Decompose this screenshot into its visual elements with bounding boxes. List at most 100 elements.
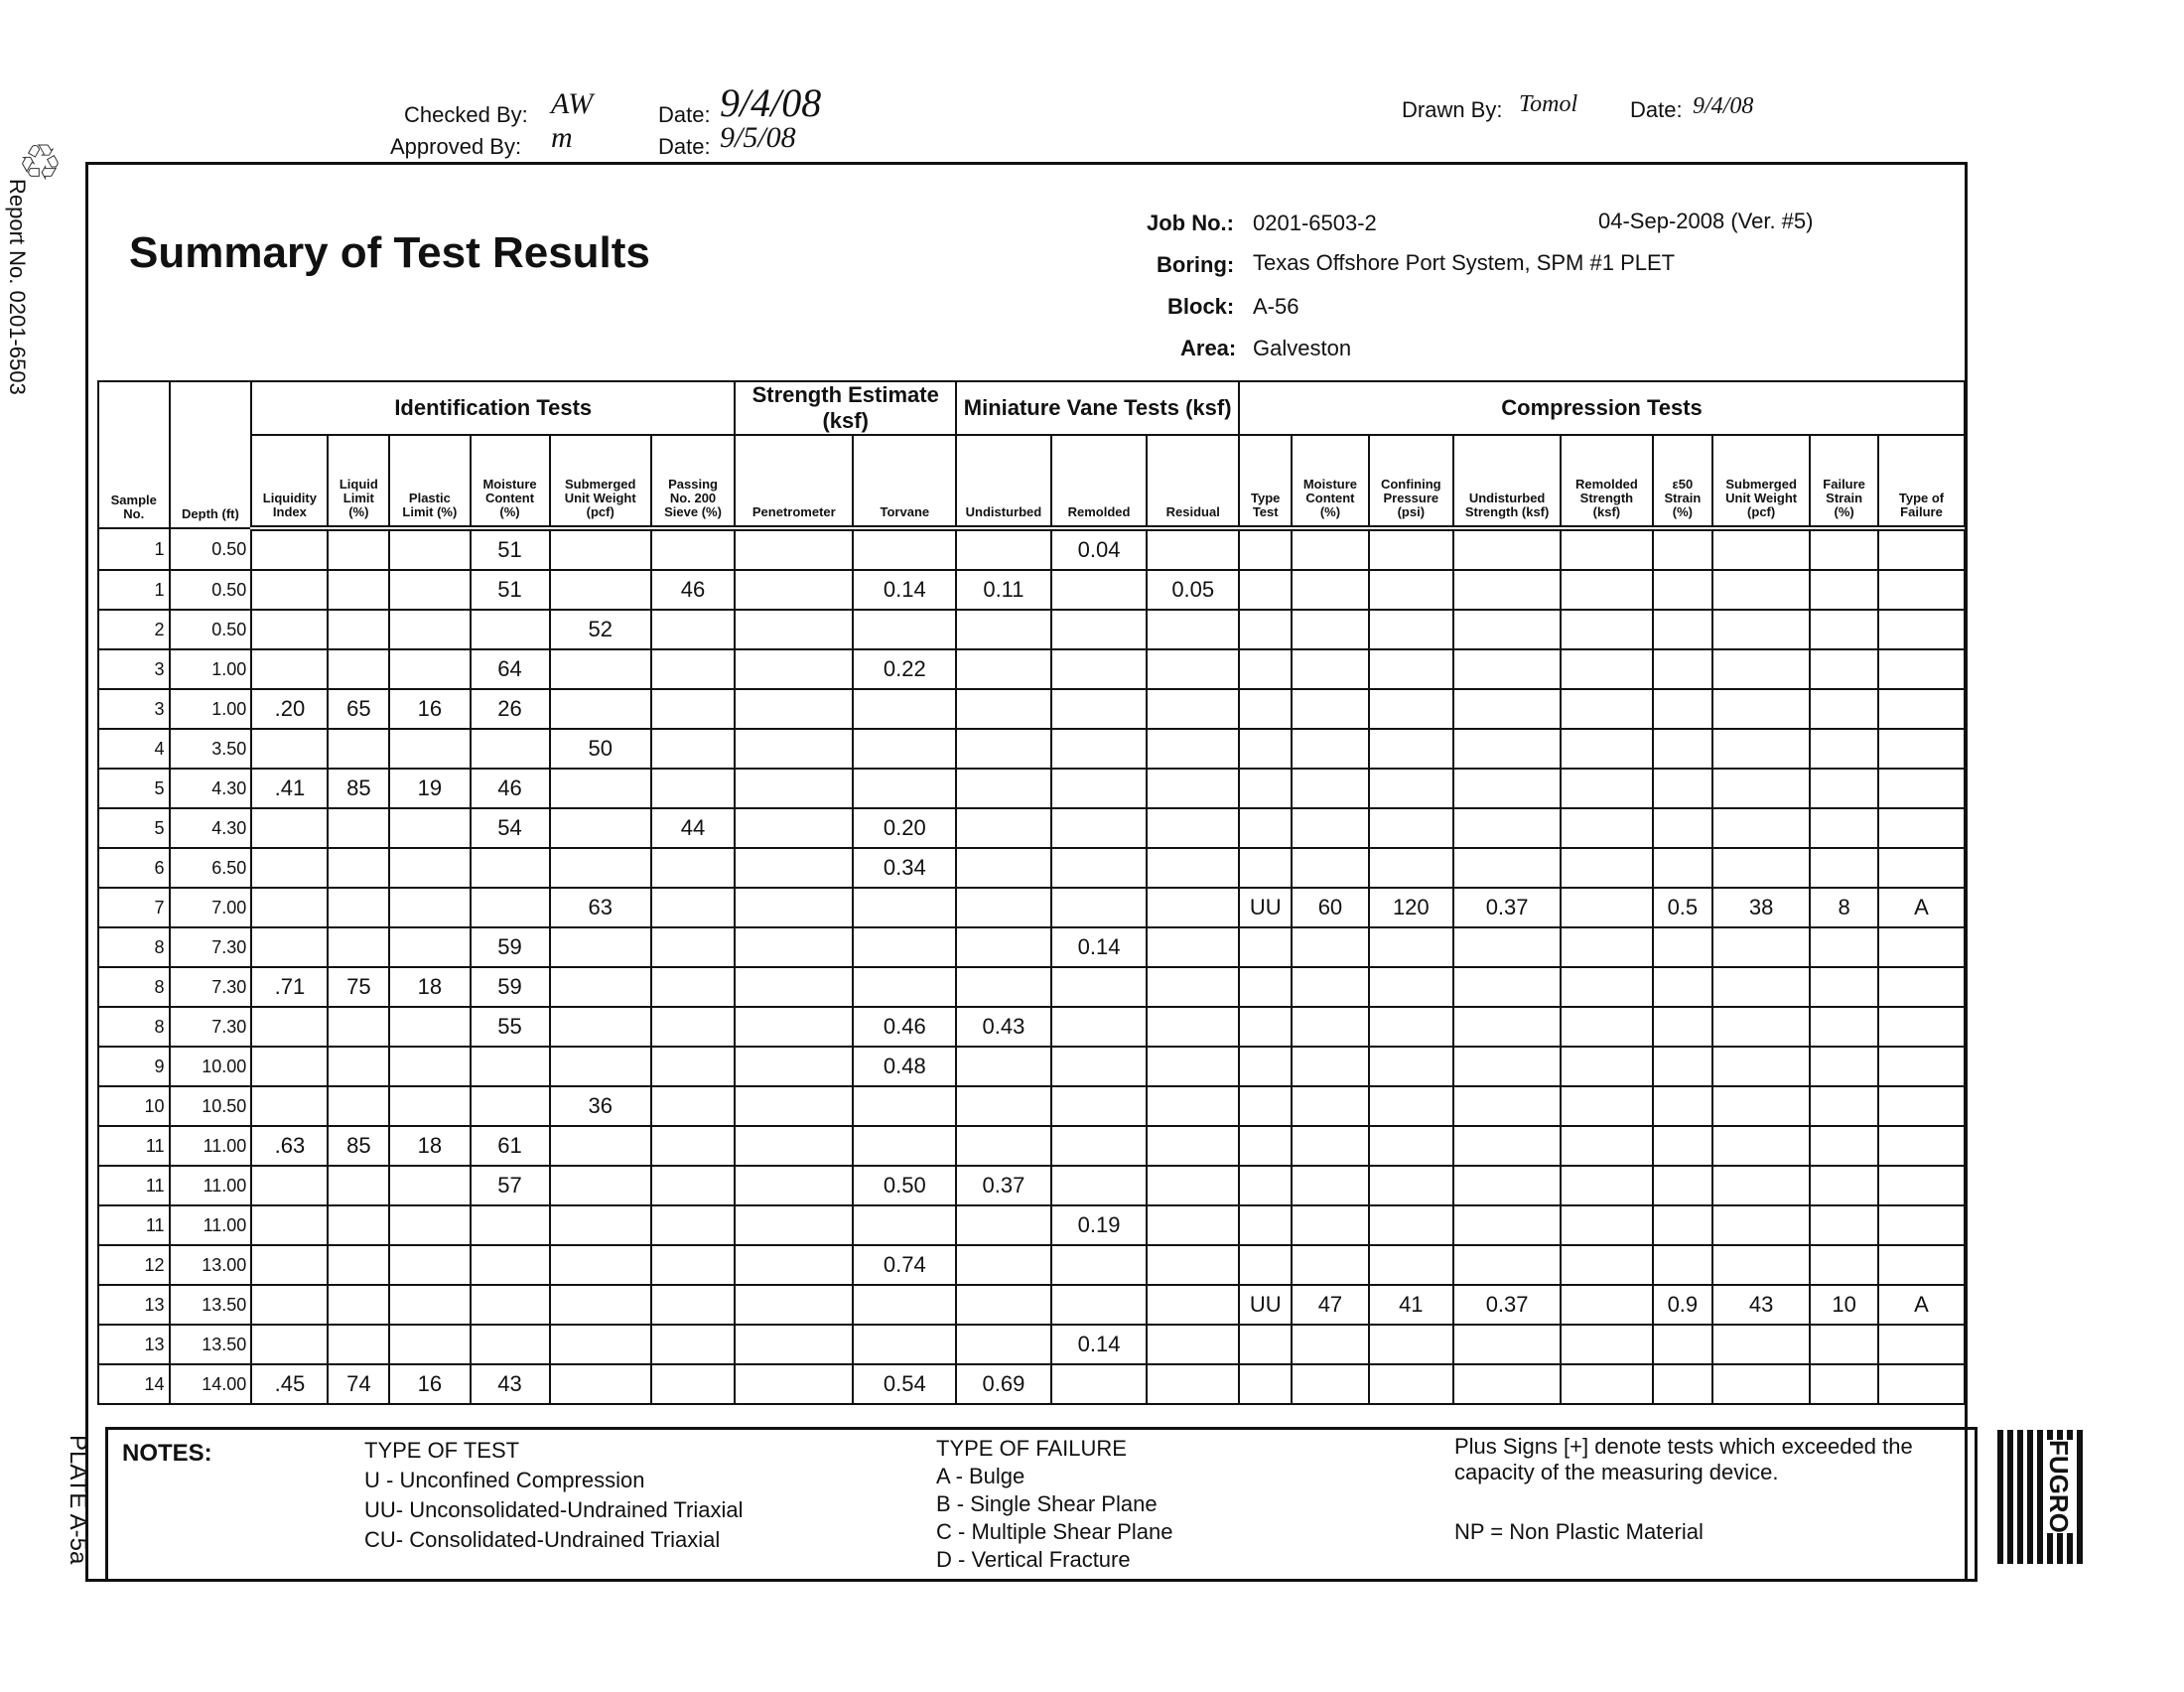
table-cell (1238, 1324, 1294, 1365)
table-cell: .63 (250, 1125, 330, 1167)
date-label-2: Date: (658, 134, 711, 159)
table-cell (250, 609, 330, 650)
table-cell: 52 (548, 609, 652, 650)
table-cell (852, 887, 958, 928)
table-cell (1452, 1244, 1563, 1286)
table-cell (1651, 569, 1714, 611)
table-cell (1651, 648, 1714, 690)
fugro-logo-text: FUGRO (2043, 1440, 2074, 1533)
table-cell (1049, 1244, 1149, 1286)
table-cell (548, 527, 652, 571)
table-cell (1367, 1204, 1455, 1246)
table-cell (469, 728, 551, 770)
table-cell (1367, 569, 1455, 611)
table-cell: 13.00 (168, 1244, 253, 1286)
column-header: Torvane (852, 434, 958, 531)
table-row: 14 14.00.45 74 16 43 0.54 0.69 (97, 1363, 1967, 1405)
table-cell (852, 728, 958, 770)
type-of-failure-title: TYPE OF FAILURE (936, 1436, 1127, 1461)
table-cell (469, 1284, 551, 1326)
table-cell (1560, 1324, 1654, 1365)
table-cell (1711, 1085, 1812, 1127)
table-cell (1876, 1125, 1967, 1167)
table-cell (1876, 1204, 1967, 1246)
table-cell (1560, 1284, 1654, 1326)
table-cell (852, 926, 958, 968)
table-cell (1711, 648, 1812, 690)
table-row: 1 0.50 51 0.04 (97, 527, 1967, 571)
table-cell: 5 (97, 807, 171, 849)
table-cell (1876, 847, 1967, 889)
table-cell: 0.43 (955, 1006, 1052, 1048)
table-cell (388, 1085, 472, 1127)
column-header: Moisture Content (%) (469, 434, 551, 531)
table-cell (1711, 1324, 1812, 1365)
block-label: Block: (1167, 294, 1235, 319)
table-cell (1367, 926, 1455, 968)
table-cell: 43 (1711, 1284, 1812, 1326)
table-cell (1560, 887, 1654, 928)
group-vane: Miniature Vane Tests (ksf) (955, 380, 1241, 436)
table-cell (734, 847, 855, 889)
table-cell (1452, 1085, 1563, 1127)
table-cell (1049, 688, 1149, 730)
table-cell: 13 (97, 1284, 171, 1326)
table-cell: 0.20 (852, 807, 958, 849)
table-cell (250, 1204, 330, 1246)
table-cell (1146, 887, 1241, 928)
table-cell: 10 (1809, 1284, 1879, 1326)
table-cell: 0.37 (955, 1165, 1052, 1206)
table-cell (1651, 1006, 1714, 1048)
table-cell (955, 1204, 1052, 1246)
table-cell (1876, 926, 1967, 968)
table-cell (327, 728, 391, 770)
table-cell (852, 527, 958, 571)
table-cell (1560, 926, 1654, 968)
table-cell: 14.00 (168, 1363, 253, 1405)
table-cell: 18 (388, 1125, 472, 1167)
table-cell (1560, 966, 1654, 1008)
table-row: 2 0.50 52 (97, 609, 1967, 650)
table-cell (327, 527, 391, 571)
table-cell (1651, 847, 1714, 889)
table-cell (955, 926, 1052, 968)
table-cell (1238, 1363, 1294, 1405)
table-cell (388, 648, 472, 690)
table-cell (1367, 1244, 1455, 1286)
table-cell (388, 728, 472, 770)
table-cell (327, 887, 391, 928)
table-cell (469, 887, 551, 928)
table-cell (1146, 1324, 1241, 1365)
table-cell (1452, 609, 1563, 650)
table-cell (955, 1125, 1052, 1167)
table-cell (1049, 807, 1149, 849)
table-cell (649, 1165, 737, 1206)
table-cell: 0.19 (1049, 1204, 1149, 1246)
table-cell: 51 (469, 527, 551, 571)
table-cell (1876, 688, 1967, 730)
table-cell (1809, 1204, 1879, 1246)
table-cell: 59 (469, 966, 551, 1008)
table-cell (1049, 1046, 1149, 1087)
table-cell (469, 1046, 551, 1087)
table-cell (1560, 1204, 1654, 1246)
table-cell (955, 1324, 1052, 1365)
table-cell (327, 1046, 391, 1087)
table-cell (734, 926, 855, 968)
table-cell (1651, 1244, 1714, 1286)
table-row: 7 7.00 63 UU 60 120 0.37 0.5 38 8 A (97, 887, 1967, 928)
table-cell (388, 569, 472, 611)
table-cell: 36 (548, 1085, 652, 1127)
table-cell (1367, 688, 1455, 730)
table-cell (1146, 527, 1241, 571)
table-cell (1809, 926, 1879, 968)
column-header: Submerged Unit Weight (pcf) (548, 434, 652, 531)
table-cell: A (1876, 887, 1967, 928)
drawn-by-label: Drawn By: (1402, 97, 1503, 122)
column-header: Undisturbed Strength (ksf) (1452, 434, 1563, 531)
table-row: 5 4.30 54 44 0.20 (97, 807, 1967, 849)
table-cell (734, 1204, 855, 1246)
table-cell (1291, 1006, 1370, 1048)
table-cell: 3 (97, 688, 171, 730)
table-cell: 4.30 (168, 807, 253, 849)
